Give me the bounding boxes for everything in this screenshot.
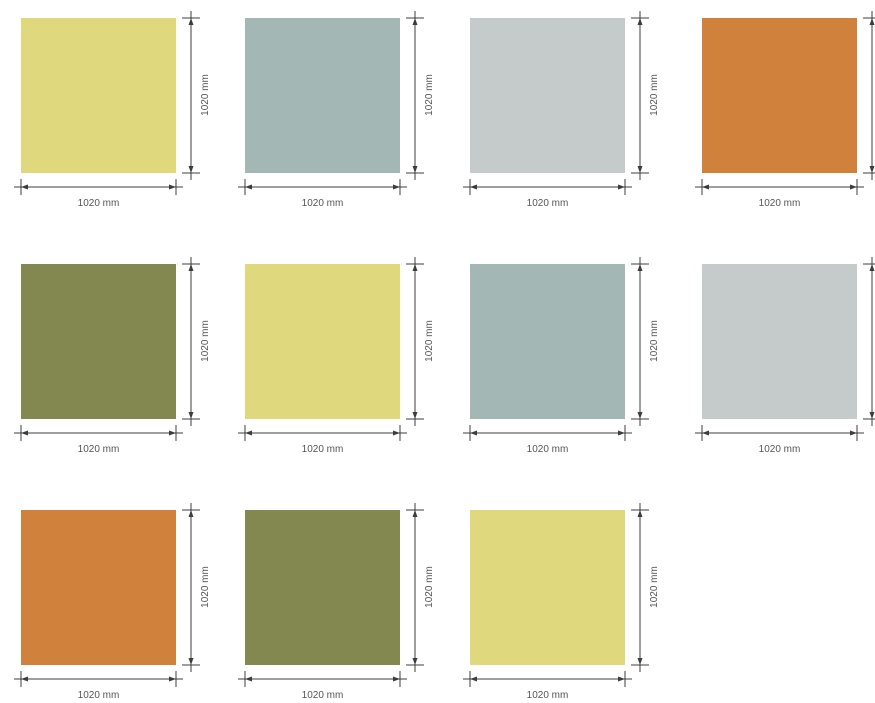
dimension-lines <box>238 11 424 195</box>
dimension-lines <box>238 257 424 441</box>
width-arrow-right <box>618 184 625 190</box>
height-label: 1020 mm <box>649 566 660 608</box>
width-arrow-right <box>850 184 857 190</box>
color-swatch <box>245 510 400 665</box>
height-arrow-top <box>637 510 643 517</box>
height-arrow-bottom <box>637 166 643 173</box>
width-label: 1020 mm <box>526 198 569 209</box>
dimension-lines <box>463 503 649 687</box>
height-label: 1020 mm <box>424 566 435 608</box>
width-arrow-left <box>470 676 477 682</box>
color-swatch <box>21 18 176 173</box>
width-arrow-left <box>245 184 252 190</box>
dimension-lines <box>695 11 875 195</box>
dimension-lines <box>14 503 200 687</box>
height-arrow-top <box>412 264 418 271</box>
width-arrow-right <box>169 676 176 682</box>
width-arrow-left <box>702 184 709 190</box>
color-swatch <box>21 510 176 665</box>
height-arrow-top <box>869 18 875 25</box>
dimension-lines <box>463 11 649 195</box>
width-label: 1020 mm <box>77 198 120 209</box>
height-arrow-bottom <box>412 412 418 419</box>
width-arrow-left <box>470 430 477 436</box>
height-arrow-top <box>188 264 194 271</box>
swatch-cell: 1020 mm 1020 mm <box>0 0 211 209</box>
height-arrow-bottom <box>188 658 194 665</box>
height-label: 1020 mm <box>649 74 660 116</box>
width-arrow-right <box>618 430 625 436</box>
width-arrow-right <box>169 184 176 190</box>
height-arrow-top <box>188 18 194 25</box>
width-label: 1020 mm <box>758 198 801 209</box>
swatch-cell: 1020 mm 1020 mm <box>224 0 435 209</box>
dimension-lines <box>238 503 424 687</box>
height-arrow-top <box>869 264 875 271</box>
height-arrow-bottom <box>869 166 875 173</box>
height-arrow-top <box>412 18 418 25</box>
height-arrow-top <box>188 510 194 517</box>
width-arrow-right <box>169 430 176 436</box>
height-arrow-bottom <box>637 412 643 419</box>
swatch-cell: 1020 mm 1020 mm <box>449 246 660 455</box>
height-label: 1020 mm <box>200 320 211 362</box>
width-label: 1020 mm <box>526 690 569 701</box>
color-swatch <box>702 264 857 419</box>
width-arrow-right <box>393 676 400 682</box>
height-arrow-bottom <box>188 166 194 173</box>
height-label: 1020 mm <box>200 566 211 608</box>
width-label: 1020 mm <box>77 444 120 455</box>
height-arrow-bottom <box>188 412 194 419</box>
width-label: 1020 mm <box>301 444 344 455</box>
width-arrow-right <box>393 430 400 436</box>
color-swatch <box>245 18 400 173</box>
height-label: 1020 mm <box>424 74 435 116</box>
swatch-cell: 1020 mm 1020 mm <box>224 246 435 455</box>
dimension-lines <box>14 257 200 441</box>
height-arrow-bottom <box>412 166 418 173</box>
dimension-lines <box>14 11 200 195</box>
color-swatch <box>470 264 625 419</box>
height-arrow-bottom <box>637 658 643 665</box>
width-arrow-right <box>850 430 857 436</box>
dimension-lines <box>463 257 649 441</box>
height-arrow-top <box>412 510 418 517</box>
height-label: 1020 mm <box>649 320 660 362</box>
swatch-cell: 1020 mm 1020 mm <box>224 492 435 701</box>
swatch-cell: 1020 mm 1020 mm <box>449 0 660 209</box>
height-arrow-top <box>637 264 643 271</box>
width-arrow-left <box>21 184 28 190</box>
color-swatch <box>702 18 857 173</box>
height-label: 1020 mm <box>424 320 435 362</box>
height-arrow-top <box>637 18 643 25</box>
width-label: 1020 mm <box>301 690 344 701</box>
dimension-lines <box>695 257 875 441</box>
width-arrow-left <box>245 676 252 682</box>
width-arrow-left <box>702 430 709 436</box>
swatch-cell: 1020 mm 1020 mm <box>449 492 660 701</box>
color-swatch <box>470 18 625 173</box>
color-swatch <box>245 264 400 419</box>
swatch-cell: 1020 mm 1020 mm <box>0 492 211 701</box>
width-label: 1020 mm <box>77 690 120 701</box>
width-arrow-left <box>470 184 477 190</box>
swatch-cell: 1020 mm <box>681 0 875 209</box>
width-arrow-right <box>618 676 625 682</box>
width-label: 1020 mm <box>758 444 801 455</box>
height-label: 1020 mm <box>200 74 211 116</box>
width-arrow-right <box>393 184 400 190</box>
width-arrow-left <box>21 676 28 682</box>
height-arrow-bottom <box>412 658 418 665</box>
swatch-cell: 1020 mm 1020 mm <box>0 246 211 455</box>
width-arrow-left <box>245 430 252 436</box>
width-arrow-left <box>21 430 28 436</box>
swatch-cell: 1020 mm <box>681 246 875 455</box>
width-label: 1020 mm <box>301 198 344 209</box>
color-swatch <box>21 264 176 419</box>
height-arrow-bottom <box>869 412 875 419</box>
color-swatch <box>470 510 625 665</box>
width-label: 1020 mm <box>526 444 569 455</box>
